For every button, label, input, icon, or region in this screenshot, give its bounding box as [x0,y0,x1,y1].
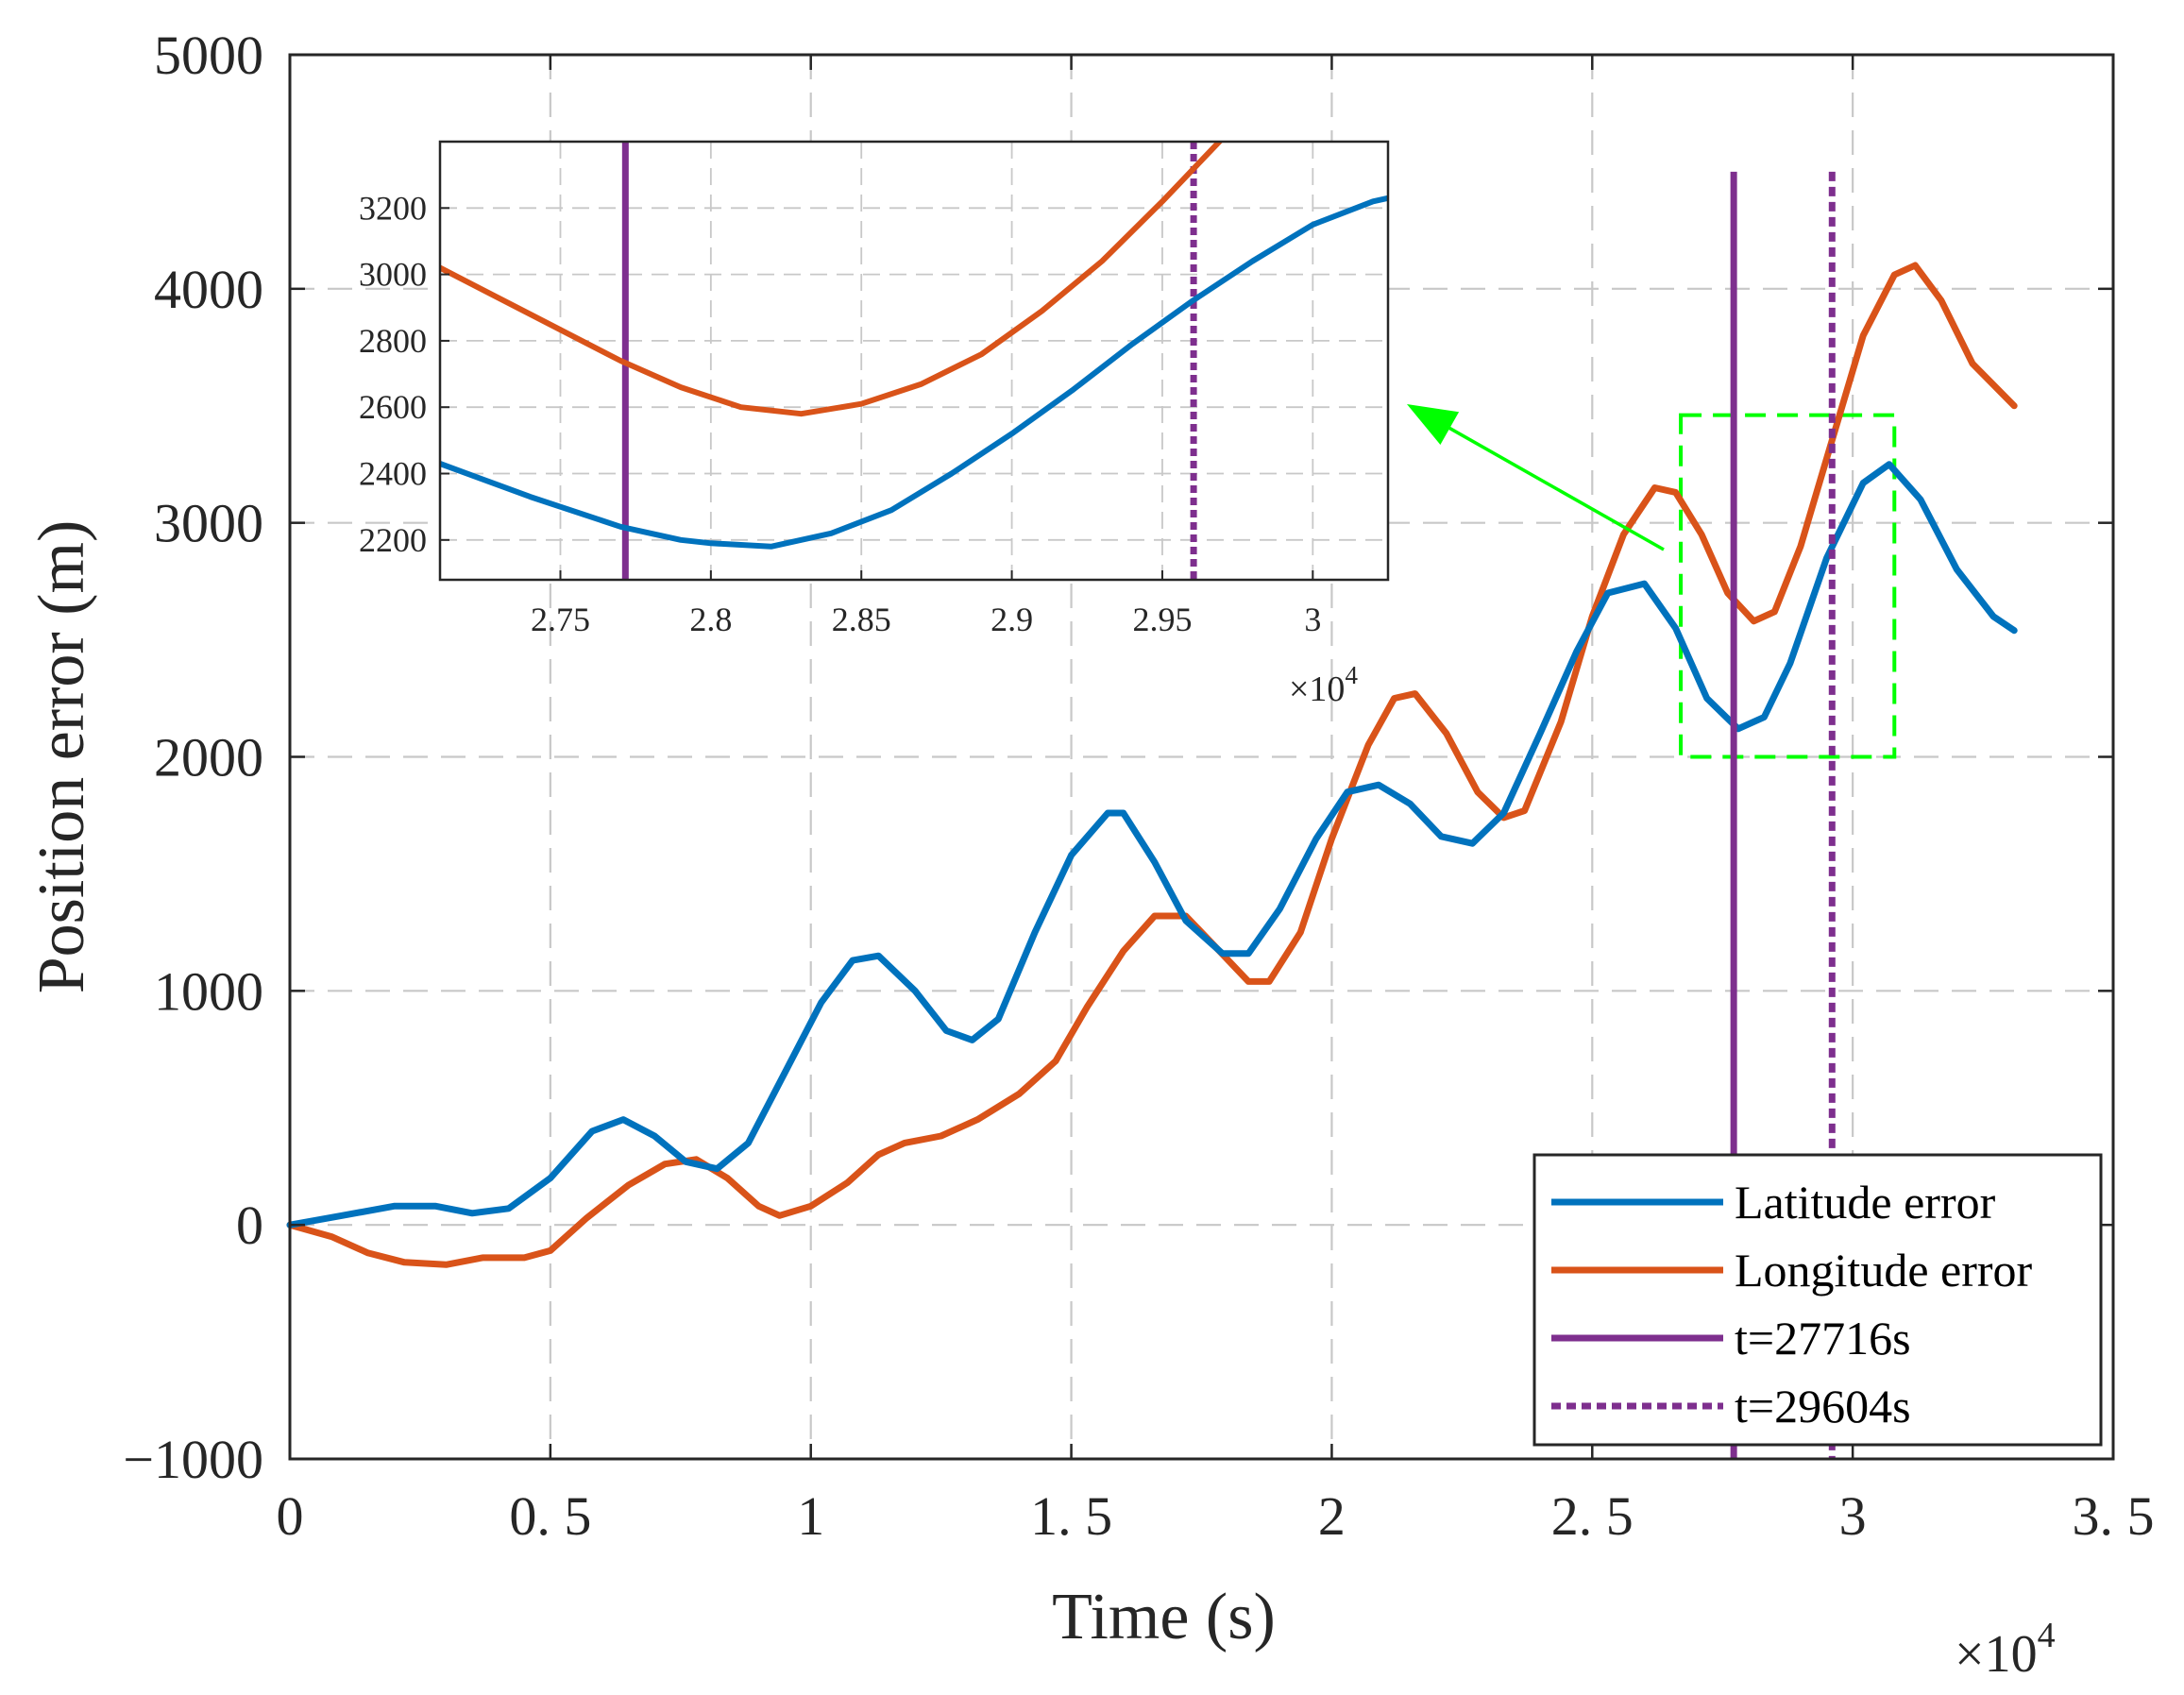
inset-x-tick-label: 2.85 [832,601,891,638]
zoom-arrow [1407,404,1665,551]
zoom-arrow-head [1407,404,1460,446]
inset-y-tick-label: 3000 [359,256,427,294]
inset-latitude-error-line [440,195,1388,550]
inset-y-tick-label: 3200 [359,189,427,227]
zoom-box-group [1679,413,1897,759]
legend-label: t=27716s [1735,1312,1911,1364]
y-tick-label: 0 [236,1195,263,1256]
main-x-ticks: 0 0. 5 1 1. 5 2 2. 5 3 3. 5 [277,55,2155,1547]
x-axis-label: Time (s) [1052,1581,1276,1653]
x-tick-label: 0. 5 [509,1485,591,1547]
longitude-error-line [286,262,2018,1268]
y-tick-label: 2000 [154,727,263,788]
x-multiplier-exponent: 4 [2038,1616,2056,1655]
y-axis-label: Position error (m) [25,520,98,994]
inset-x-multiplier-base: ×10 [1289,670,1345,709]
x-axis-multiplier: ×104 [1955,1616,2056,1684]
x-tick-label: 2 [1318,1485,1346,1547]
inset-x-tick-label: 2.9 [990,601,1033,638]
inset-x-multiplier: ×104 [1289,661,1358,709]
inset-y-ticks: 2200 2400 2600 2800 3000 3200 [359,189,449,559]
zoom-box [1679,413,1897,759]
inset-y-tick-label: 2400 [359,455,427,493]
main-y-ticks: −1000 0 1000 2000 3000 4000 5000 [123,25,2113,1490]
inset-x-tick-label: 2.8 [689,601,732,638]
legend: Latitude error Longitude error t=27716s t=2… [1532,1153,2103,1447]
inset-x-tick-label: 2.75 [531,601,590,638]
legend-label: Longitude error [1735,1244,2033,1297]
inset-y-tick-label: 2800 [359,322,427,360]
y-tick-label: 5000 [154,25,263,86]
inset-x-ticks: 2.75 2.8 2.85 2.9 2.95 3 [531,570,1321,638]
inset-grid [440,142,1388,580]
inset-axes-frame [438,140,1390,582]
latitude-error-line [286,461,2018,1229]
inset-x-tick-label: 3 [1304,601,1321,638]
main-series [286,262,2018,1268]
x-tick-label: 3. 5 [2073,1485,2155,1547]
legend-label: t=29604s [1735,1380,1911,1432]
inset-background [440,142,1388,580]
x-tick-label: 3 [1839,1485,1867,1547]
inset-y-tick-label: 2600 [359,388,427,426]
inset-x-multiplier-exponent: 4 [1345,661,1358,689]
zoom-arrow-shaft [1423,412,1665,551]
x-tick-label: 0 [277,1485,304,1547]
inset-series [440,142,1388,550]
x-multiplier-base: ×10 [1955,1625,2038,1684]
y-tick-label: −1000 [123,1429,263,1490]
y-tick-label: 3000 [154,493,263,554]
inset-y-tick-label: 2200 [359,521,427,559]
inset-longitude-error-line [440,142,1224,417]
inset-x-tick-label: 2.95 [1132,601,1192,638]
x-tick-label: 1. 5 [1030,1485,1112,1547]
y-tick-label: 4000 [154,259,263,320]
x-tick-label: 1 [797,1485,824,1547]
y-tick-label: 1000 [154,960,263,1022]
x-tick-label: 2. 5 [1551,1485,1634,1547]
legend-label: Latitude error [1735,1176,1996,1229]
